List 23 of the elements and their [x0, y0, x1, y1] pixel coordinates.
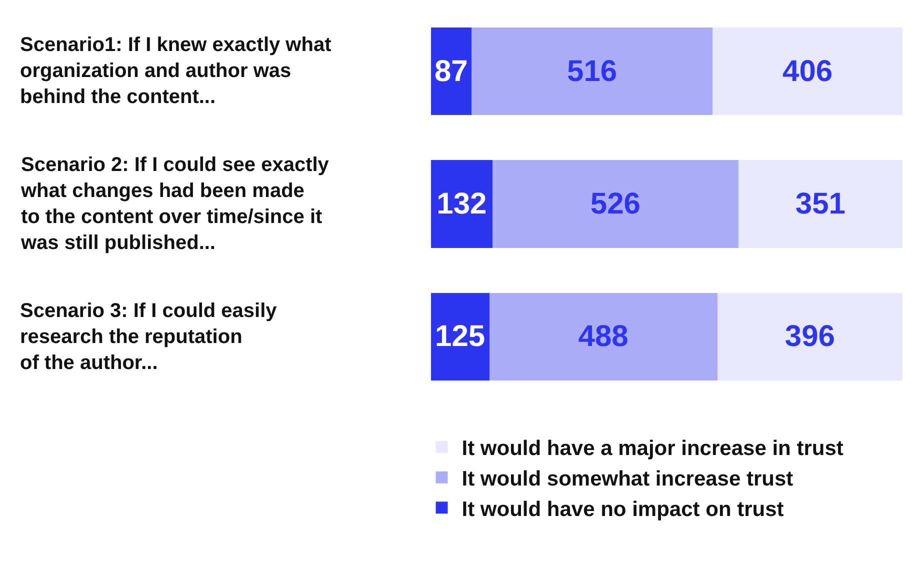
- data-label: 132: [436, 188, 487, 220]
- bar: [471, 28, 713, 116]
- data-label: 488: [578, 320, 628, 354]
- bar: [717, 292, 902, 380]
- legend-label: It would have no impact on trust: [462, 498, 784, 521]
- legend-label: It would somewhat increase trust: [462, 468, 794, 491]
- data-label: 406: [782, 54, 833, 88]
- data-label: 516: [567, 54, 618, 88]
- bar: [489, 292, 718, 380]
- legend-label: It would have a major increase in trust: [462, 437, 844, 460]
- bar: [430, 160, 493, 248]
- data-label: 351: [795, 188, 846, 220]
- bar: [738, 160, 902, 248]
- y-tick-label: Scenario 2: If I could see exactly what changes had been made to the content over time/since it was still published...: [20, 154, 330, 254]
- data-label: 526: [590, 188, 640, 220]
- data-label: 396: [784, 320, 835, 354]
- data-label: 125: [435, 320, 486, 354]
- bar: [712, 28, 902, 116]
- data-label: 87: [434, 54, 468, 88]
- y-tick-label: Scenario1: If I knew exactly what organization and author was behind the content...: [20, 34, 332, 108]
- bar: [492, 160, 738, 248]
- bar: [430, 292, 490, 380]
- y-tick-label: Scenario 3: If I could easily research the reputation of the author...: [20, 300, 278, 374]
